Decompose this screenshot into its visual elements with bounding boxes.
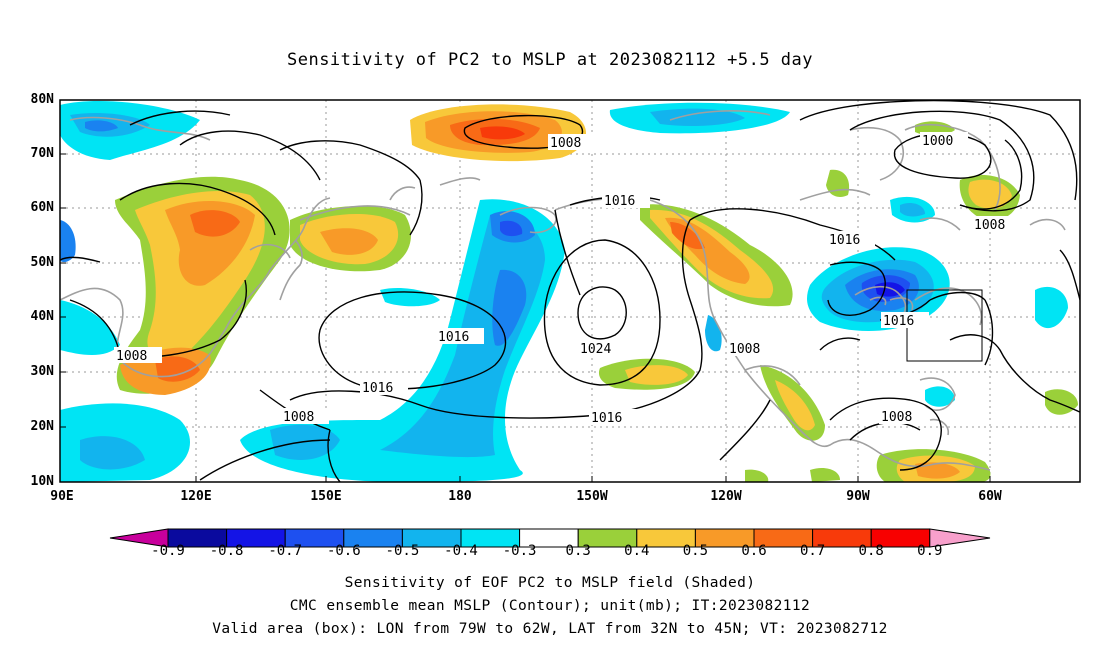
colorbar-label: -0.3: [502, 543, 537, 559]
contour-label: 1008: [729, 342, 760, 357]
colorbar-label: -0.5: [385, 543, 420, 559]
colorbar-label: -0.6: [326, 543, 361, 559]
lon-label: 90E: [50, 489, 74, 504]
colorbar-label: -0.7: [268, 543, 303, 559]
contour-labels: 1008 1000 1016 1008 1016 1024 1016 1016 …: [114, 132, 1020, 426]
lat-label: 80N: [30, 92, 54, 107]
lon-label: 180: [448, 489, 472, 504]
contour-label: 1016: [829, 233, 860, 248]
contour-label: 1008: [283, 410, 314, 425]
lat-label: 50N: [30, 255, 54, 270]
colorbar-label: 0.4: [624, 543, 650, 559]
caption-line-1: Sensitivity of EOF PC2 to MSLP field (Sh…: [344, 575, 756, 591]
contour-label: 1008: [550, 136, 581, 151]
colorbar-label: -0.4: [444, 543, 478, 559]
colorbar-label: 0.3: [565, 543, 591, 559]
lat-label: 40N: [30, 309, 54, 324]
colorbar-label: 0.9: [917, 543, 943, 559]
lon-label: 120W: [710, 489, 742, 504]
contour-label: 1016: [604, 194, 635, 209]
colorbar-label: -0.9: [151, 543, 185, 559]
contour-label: 1024: [580, 342, 611, 357]
colorbar-label: 0.8: [858, 543, 884, 559]
lat-label: 10N: [30, 474, 54, 489]
lon-label: 90W: [846, 489, 870, 504]
colorbar: [109, 528, 991, 548]
lon-label: 120E: [180, 489, 212, 504]
colorbar-label: 0.5: [682, 543, 709, 559]
coastlines: [60, 110, 1066, 471]
lon-label: 150W: [576, 489, 608, 504]
axis-ticks: [60, 99, 991, 483]
map-frame: [59, 99, 1081, 483]
colorbar-right-arrow: [929, 528, 991, 548]
contour-label: 1016: [883, 314, 914, 329]
colorbar-label: -0.8: [209, 543, 244, 559]
contour-label: 1016: [438, 330, 469, 345]
contour-label: 1008: [116, 349, 147, 364]
caption-line-2: CMC ensemble mean MSLP (Contour); unit(m…: [289, 598, 811, 614]
contour-label: 1008: [974, 218, 1005, 233]
caption-line-3: Valid area (box): LON from 79W to 62W, L…: [212, 621, 888, 637]
contour-label: 1008: [881, 410, 912, 425]
contour-label: 1000: [922, 134, 953, 149]
lat-label: 30N: [30, 364, 54, 379]
lon-label: 60W: [978, 489, 1002, 504]
contour-label: 1016: [362, 381, 393, 396]
shaded-sensitivity: [60, 100, 1078, 482]
colorbar-label: 0.7: [799, 543, 826, 559]
lon-label: 150E: [310, 489, 342, 504]
lat-label: 60N: [30, 200, 54, 215]
lat-label: 20N: [30, 419, 54, 434]
colorbar-label: 0.6: [741, 543, 767, 559]
map-plot-area: 1008 1000 1016 1008 1016 1024 1016 1016 …: [60, 100, 1080, 482]
map-title: Sensitivity of PC2 to MSLP at 2023082112…: [286, 50, 813, 70]
lat-label: 70N: [30, 146, 54, 161]
contour-label: 1016: [591, 411, 622, 426]
